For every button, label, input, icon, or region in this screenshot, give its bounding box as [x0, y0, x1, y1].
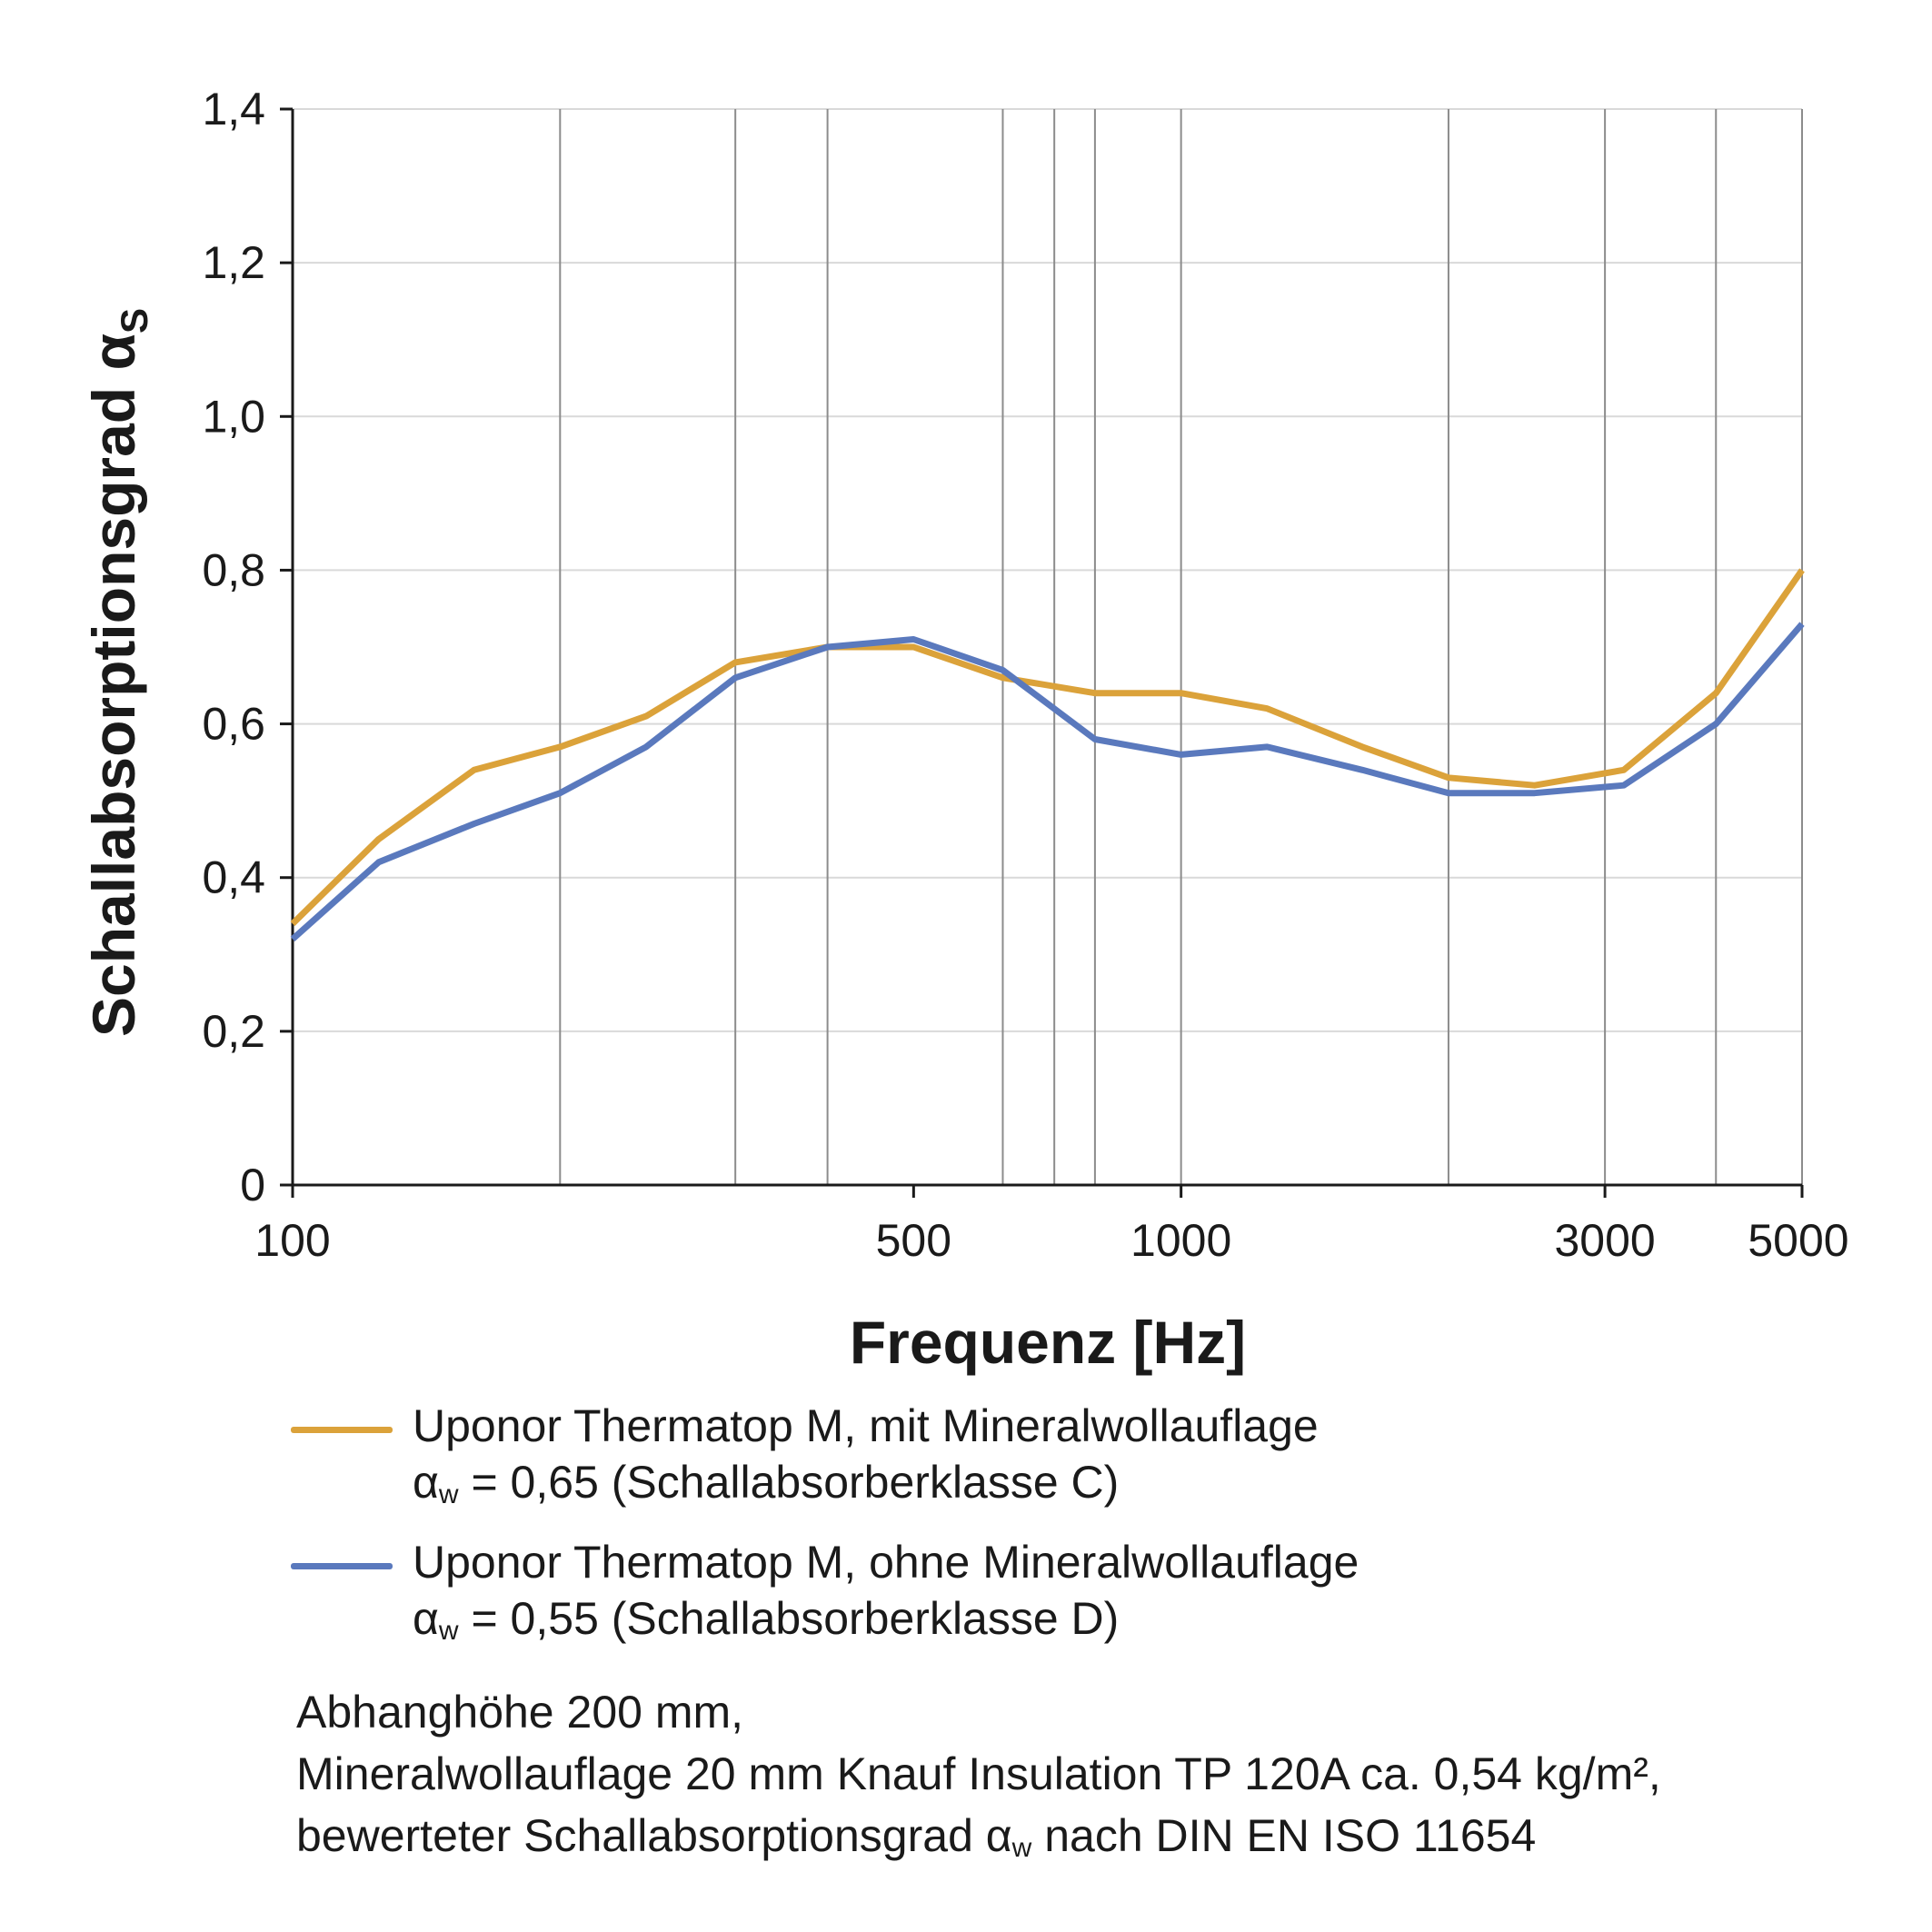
- legend-value-ohne: αw = 0,55 (Schallabsorberklasse D): [413, 1592, 1119, 1647]
- chart-notes: Abhanghöhe 200 mm, Mineralwollauflage 20…: [296, 1681, 1661, 1879]
- x-axis-title: Frequenz [Hz]: [850, 1309, 1246, 1376]
- y-axis-title: Schallabsorptionsgrad αS: [80, 308, 155, 1037]
- legend: Uponor Thermatop M, mit Mineralwollaufla…: [291, 1399, 1908, 1672]
- legend-alpha-sub-mit: w: [438, 1479, 459, 1509]
- legend-label-ohne: Uponor Thermatop M, ohne Mineralwollaufl…: [413, 1537, 1359, 1588]
- series-line-ohne: [290, 622, 1805, 942]
- note-line-3-pre: bewerteter Schallabsorptionsgrad α: [296, 1810, 1012, 1861]
- axes: [280, 107, 1804, 1198]
- x-tick-label: 100: [254, 1215, 330, 1266]
- note-line-1: Abhanghöhe 200 mm,: [296, 1687, 744, 1738]
- series-lines: [290, 568, 1805, 942]
- y-tick-label: 0,6: [202, 699, 265, 750]
- series-line-mit: [290, 568, 1805, 926]
- y-tick-label: 0,2: [202, 1006, 265, 1057]
- legend-item-mit: Uponor Thermatop M, mit Mineralwollaufla…: [291, 1399, 1908, 1536]
- tick-labels: 0 0,2 0,4 0,6 0,8 1,0 1,2 1,4 100 500 1000 3000 5000: [202, 84, 1848, 1266]
- x-tick-label: 500: [876, 1215, 951, 1266]
- y-tick-label: 0,8: [202, 544, 265, 595]
- note-line-3-post: nach DIN EN ISO 11654: [1031, 1810, 1537, 1861]
- y-tick-label: 1,2: [202, 237, 265, 288]
- note-line-2: Mineralwollauflage 20 mm Knauf Insulatio…: [296, 1748, 1661, 1799]
- legend-item-ohne: Uponor Thermatop M, ohne Mineralwollaufl…: [291, 1536, 1908, 1672]
- note-line-3-sub: w: [1011, 1833, 1032, 1863]
- legend-swatch-mit: [291, 1427, 393, 1433]
- note-line-3: bewerteter Schallabsorptionsgrad αw nach…: [296, 1805, 1661, 1879]
- legend-label-mit: Uponor Thermatop M, mit Mineralwollaufla…: [413, 1400, 1319, 1451]
- legend-swatch-ohne: [291, 1563, 393, 1569]
- legend-alpha-mit: α: [413, 1457, 439, 1508]
- legend-alpha-ohne: α: [413, 1593, 439, 1644]
- legend-rating-ohne: = 0,55 (Schallabsorberklasse D): [458, 1593, 1120, 1644]
- x-tick-label: 5000: [1748, 1215, 1848, 1266]
- grid: [293, 108, 1803, 1185]
- legend-rating-mit: = 0,65 (Schallabsorberklasse C): [458, 1457, 1120, 1508]
- y-tick-label: 0,4: [202, 852, 265, 903]
- x-tick-label: 3000: [1554, 1215, 1655, 1266]
- y-tick-label: 0: [240, 1160, 265, 1210]
- y-tick-label: 1,0: [202, 391, 265, 442]
- y-axis-title-sub: S: [113, 308, 155, 334]
- legend-alpha-sub-ohne: w: [438, 1616, 459, 1646]
- legend-value-mit: αw = 0,65 (Schallabsorberklasse C): [413, 1456, 1119, 1510]
- y-tick-label: 1,4: [202, 84, 265, 134]
- x-tick-label: 1000: [1130, 1215, 1231, 1266]
- y-axis-title-main: Schallabsorptionsgrad α: [80, 334, 147, 1037]
